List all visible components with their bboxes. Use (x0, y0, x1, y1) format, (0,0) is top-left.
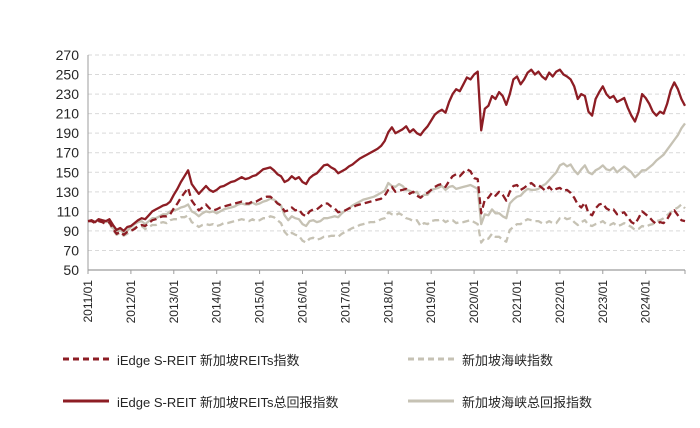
legend-item-reit-total-return-index: iEdge S-REIT 新加坡REITs总回报指数 (62, 390, 407, 412)
svg-text:90: 90 (63, 223, 79, 239)
svg-text:210: 210 (56, 106, 80, 122)
legend-item-sti-total-return-index: 新加坡海峡总回报指数 (407, 390, 682, 412)
svg-text:2011/01: 2011/01 (81, 280, 95, 323)
svg-text:2016/01: 2016/01 (295, 280, 309, 324)
svg-text:110: 110 (57, 203, 80, 219)
legend-item-sti-price-index: 新加坡海峡指数 (407, 348, 682, 370)
legend-swatch-dashed-red-icon (63, 357, 109, 361)
legend-swatch-dashed-beige-icon (408, 357, 454, 361)
svg-text:2021/01: 2021/01 (510, 280, 524, 324)
svg-text:250: 250 (56, 67, 80, 83)
svg-text:2018/01: 2018/01 (381, 280, 395, 324)
svg-text:2017/01: 2017/01 (338, 280, 352, 324)
legend-item-reit-price-index: iEdge S-REIT 新加坡REITs指数 (62, 348, 407, 370)
svg-text:50: 50 (63, 262, 79, 278)
svg-text:2022/01: 2022/01 (553, 280, 567, 324)
svg-text:2012/01: 2012/01 (124, 280, 138, 324)
svg-text:150: 150 (56, 164, 80, 180)
legend-swatch-solid-red-icon (63, 399, 109, 403)
svg-text:130: 130 (56, 184, 80, 200)
svg-text:230: 230 (56, 86, 80, 102)
legend-label: iEdge S-REIT 新加坡REITs总回报指数 (117, 394, 339, 410)
svg-text:2015/01: 2015/01 (253, 280, 267, 324)
chart-legend: iEdge S-REIT 新加坡REITs指数 新加坡海峡指数 iEdge S-… (62, 348, 682, 412)
legend-label: iEdge S-REIT 新加坡REITs指数 (117, 352, 300, 368)
svg-text:2019/01: 2019/01 (424, 280, 438, 324)
svg-text:170: 170 (56, 145, 80, 161)
svg-text:190: 190 (56, 125, 80, 141)
svg-text:2014/01: 2014/01 (210, 280, 224, 324)
svg-text:270: 270 (56, 47, 80, 63)
line-chart-plot: 50 70 90 110 130 150 170 190 210 230 250 270 2011/01… (56, 47, 687, 324)
svg-text:2024/01: 2024/01 (639, 280, 653, 324)
legend-label: 新加坡海峡指数 (462, 352, 554, 368)
svg-text:2023/01: 2023/01 (596, 280, 610, 324)
svg-text:2020/01: 2020/01 (467, 280, 481, 324)
svg-text:2013/01: 2013/01 (167, 280, 181, 324)
svg-text:70: 70 (63, 242, 79, 258)
legend-label: 新加坡海峡总回报指数 (462, 394, 593, 410)
legend-swatch-solid-beige-icon (408, 399, 454, 403)
